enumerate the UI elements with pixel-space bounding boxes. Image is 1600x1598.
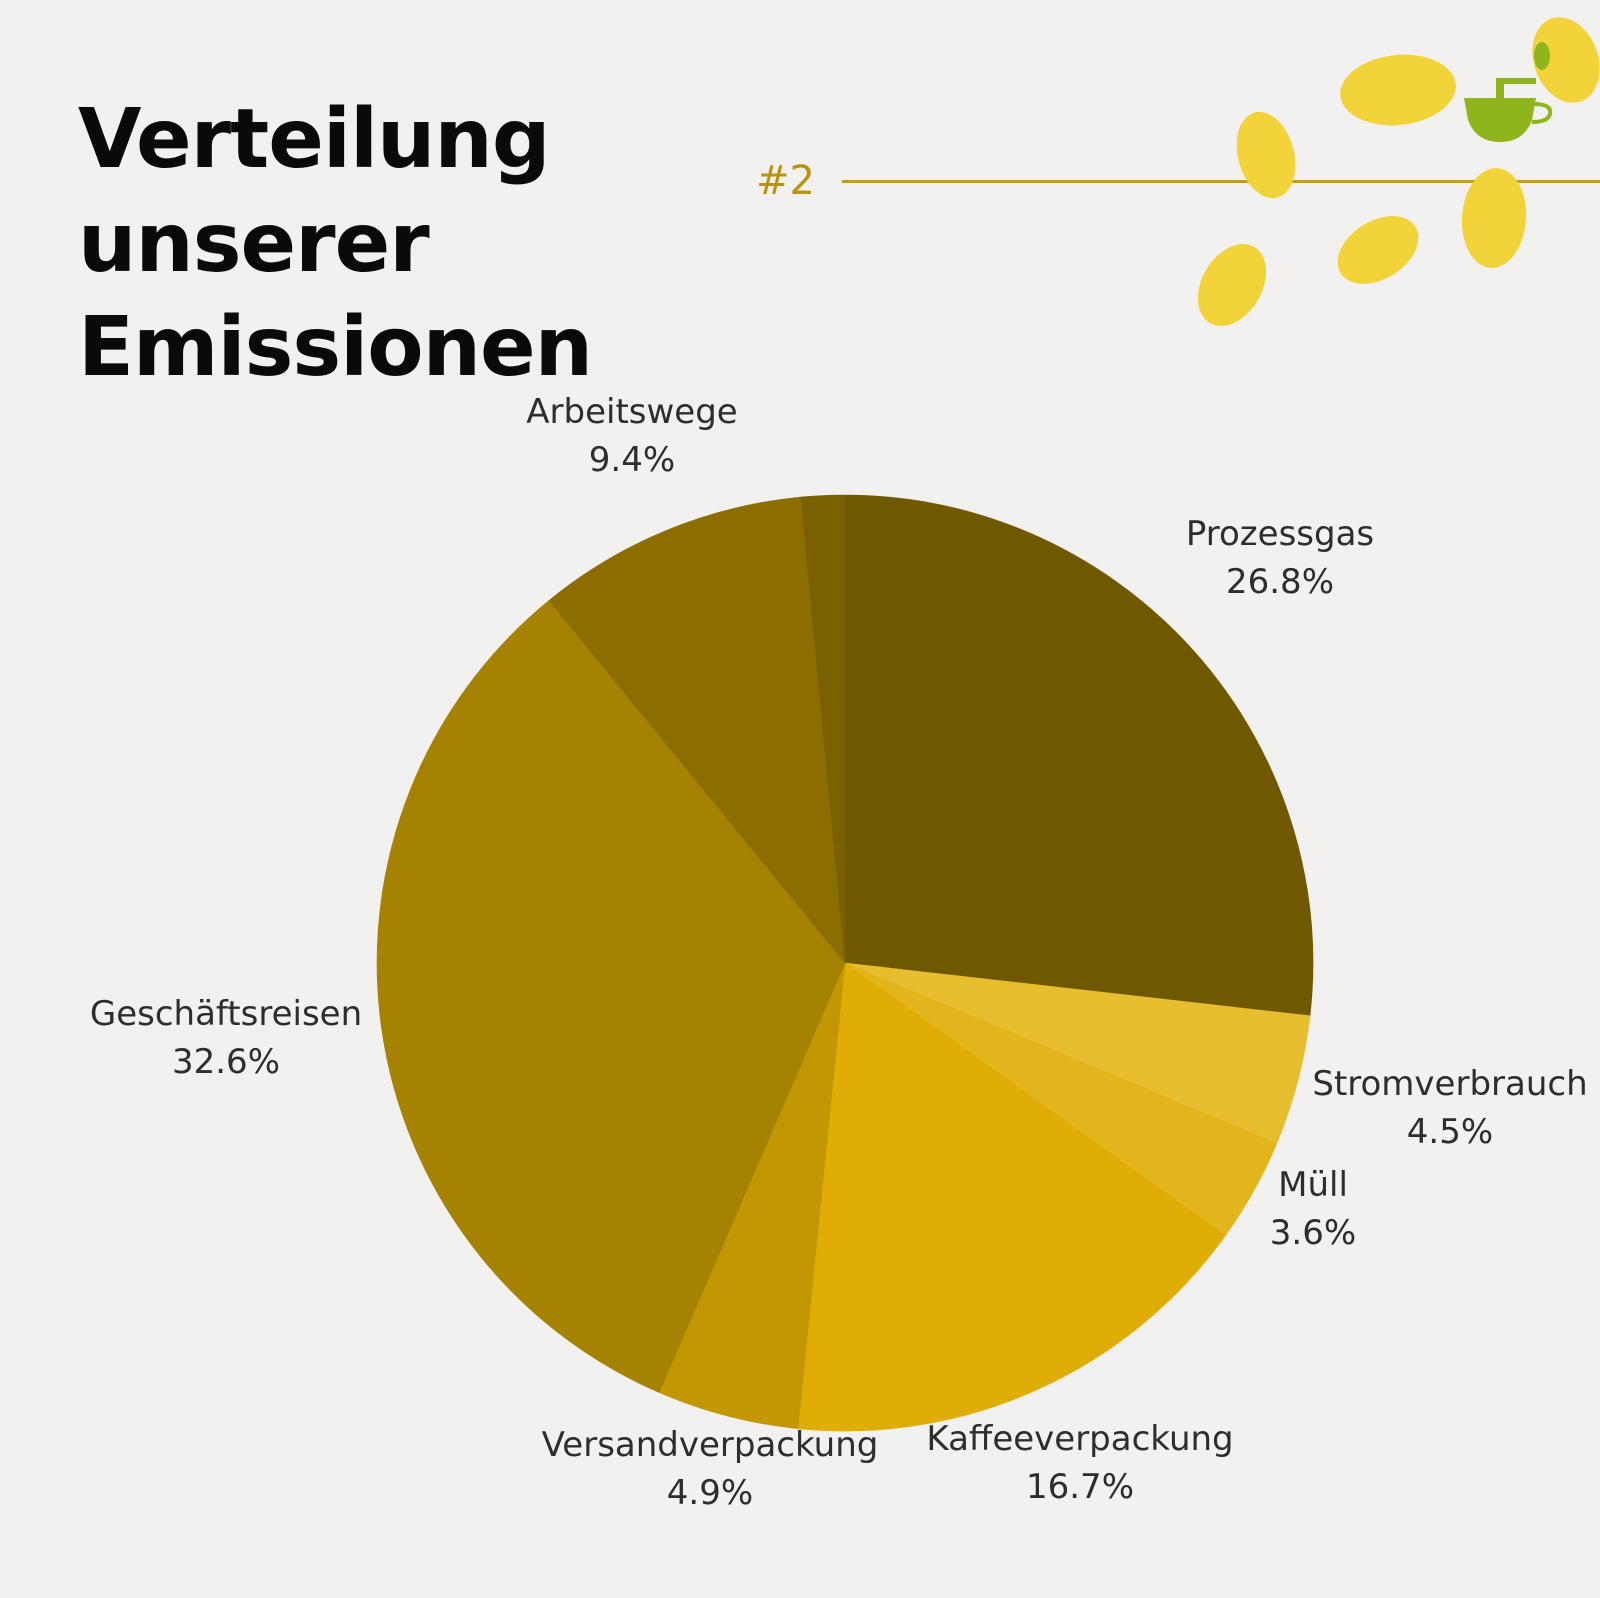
coffee-bean-icon bbox=[1532, 17, 1600, 103]
coffee-grinder-cup-icon bbox=[1464, 42, 1553, 142]
slice-value-label: 26.8% bbox=[1226, 562, 1334, 602]
pie-slice-arbeitswege bbox=[548, 496, 846, 964]
coffee-bean-icon bbox=[1340, 54, 1456, 126]
coffee-bean-icon bbox=[1337, 216, 1419, 284]
coffee-bean-icon bbox=[1461, 168, 1527, 268]
slice-label: Versandverpackung bbox=[542, 1425, 879, 1465]
slice-label: Geschäftsreisen bbox=[90, 994, 362, 1034]
slice-value-label: 3.6% bbox=[1270, 1213, 1356, 1253]
coffee-bean-icon bbox=[1197, 244, 1267, 326]
title-line-2: unserer bbox=[78, 196, 430, 291]
title-line-3: Emissionen bbox=[78, 300, 593, 395]
slice-value-label: 9.4% bbox=[589, 440, 675, 480]
decoration-coffee-beans bbox=[1197, 17, 1600, 326]
coffee-bean-icon bbox=[1236, 111, 1296, 199]
slice-value-label: 16.7% bbox=[1026, 1467, 1134, 1507]
pie-slice-geschäftsreisen bbox=[376, 600, 846, 1393]
slice-label: Kaffeeverpackung bbox=[926, 1419, 1233, 1459]
slice-label: Stromverbrauch bbox=[1312, 1064, 1587, 1104]
page-number-badge: #2 bbox=[756, 158, 815, 204]
page-title: Verteilung unserer Emissionen bbox=[78, 88, 593, 400]
title-line-1: Verteilung bbox=[78, 92, 551, 187]
pie-slice-kaffeeverpackung bbox=[797, 962, 1226, 1432]
pie-slice-unlabeled bbox=[800, 494, 846, 964]
pie-slice-prozessgas bbox=[844, 494, 1314, 1017]
pie-labels: Prozessgas 26.8% Stromverbrauch 4.5% Müll 3.6… bbox=[90, 392, 1588, 1513]
slice-label: Prozessgas bbox=[1186, 514, 1374, 554]
slice-label: Müll bbox=[1278, 1165, 1348, 1205]
slice-label: Arbeitswege bbox=[526, 392, 737, 432]
slice-value-label: 4.9% bbox=[667, 1473, 753, 1513]
slice-value-label: 32.6% bbox=[172, 1042, 280, 1082]
pie-slices bbox=[376, 494, 1314, 1432]
slice-value-label: 4.5% bbox=[1407, 1112, 1493, 1152]
accent-divider-line bbox=[842, 180, 1600, 183]
